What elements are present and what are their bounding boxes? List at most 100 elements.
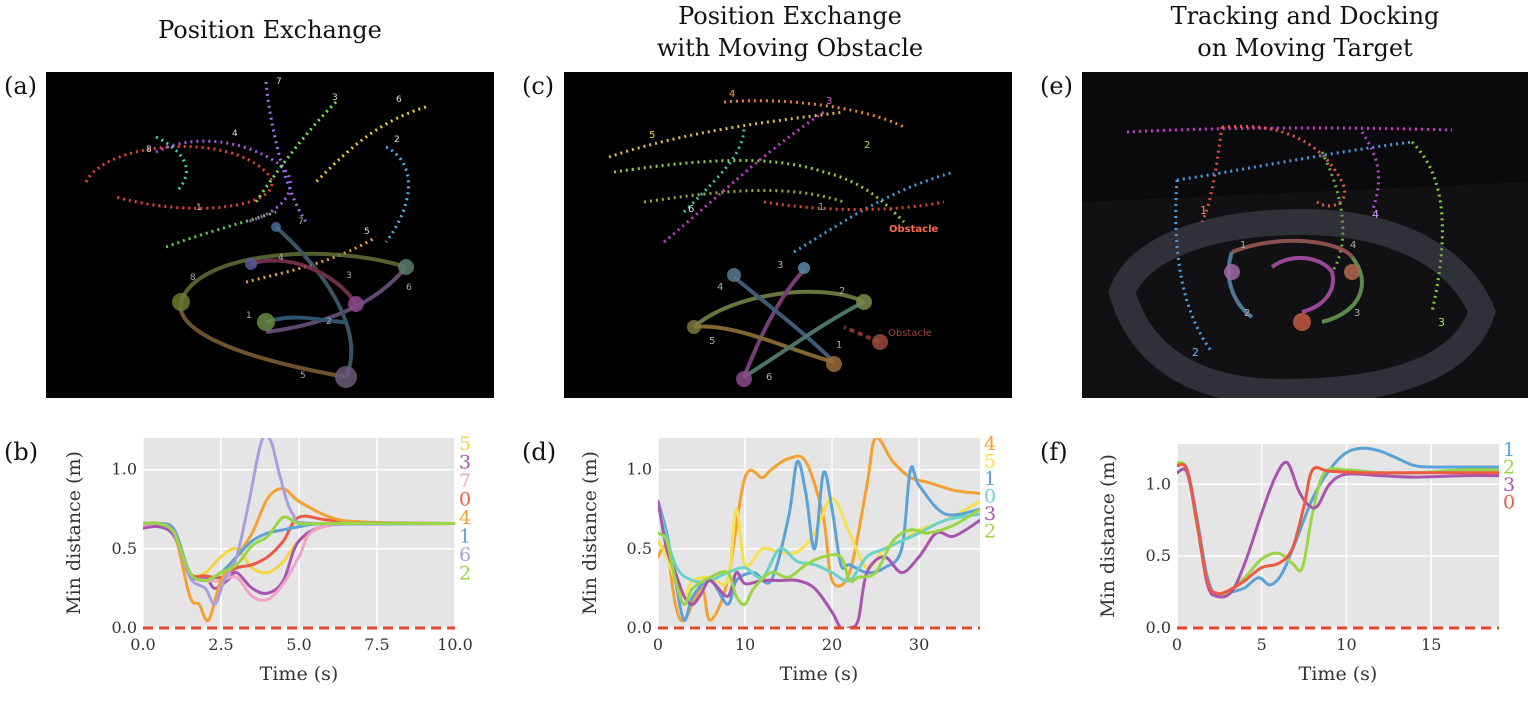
legend-label-4: 4 [459,507,471,529]
x-tick-label: 5.0 [286,635,311,654]
photo-c-diagram-4: 4 [717,282,723,293]
photo-moving-obstacle: 4 3 5 2 6 1 Obstacle 3 4 [564,72,1012,398]
photo-c-label-2: 2 [864,140,870,151]
photo-a-illustration: 8 4 7 3 6 2 1 5 7 8 [46,72,494,398]
photo-c-label-6: 6 [688,204,694,215]
panel-label-d: (d) [522,438,557,466]
y-tick-label: 1.0 [1146,474,1171,493]
photo-a-label-7: 7 [276,77,282,87]
x-tick-label: 10 [1336,635,1356,654]
y-tick-label: 1.0 [112,460,137,479]
x-tick-label: 5 [1257,635,1267,654]
photo-tracking-docking: 1 4 2 3 1 4 2 3 [1082,72,1528,398]
photo-e-diagram-1: 1 [1240,240,1246,251]
x-axis-label: Time (s) [1299,663,1378,685]
series-line-4 [658,438,980,623]
x-tick-label: 20 [822,635,842,654]
photo-a-label-8: 8 [146,145,152,155]
legend-label-3: 3 [984,503,996,525]
photo-a-label-5: 5 [364,227,370,237]
y-tick-label: 0.0 [627,618,652,637]
photo-c-illustration: 4 3 5 2 6 1 Obstacle 3 4 [564,72,1012,398]
x-tick-label: 10 [735,635,755,654]
column-title-2-line-2: with Moving Obstacle [656,34,924,62]
panel-label-a: (a) [4,72,38,100]
y-tick-label: 0.5 [627,539,652,558]
photo-a-label-3: 3 [332,93,338,103]
photo-a-diagram-6: 6 [406,283,412,293]
photo-a-label-6: 6 [396,95,402,105]
x-tick-label: 2.5 [208,635,233,654]
photo-e-label-4: 4 [1372,208,1379,221]
photo-a-diagram-4: 4 [278,253,284,263]
column-title-1-line-1: Position Exchange [158,16,382,44]
photo-c-label-1: 1 [818,202,824,213]
photo-e-label-1: 1 [1200,204,1207,217]
column-title-3-line-2: on Moving Target [1197,34,1413,62]
photo-a-diagram-5: 5 [300,371,306,381]
panel-label-e: (e) [1040,72,1073,100]
photo-c-diagram-5: 5 [709,336,715,347]
x-tick-label: 0.0 [130,635,155,654]
legend-label-2: 2 [984,521,996,543]
legend-label-2: 2 [1503,457,1515,479]
photo-a-label-1: 1 [196,203,202,213]
x-axis-label: Time (s) [780,663,859,685]
photo-c-obstacle-label: Obstacle [889,224,938,235]
y-tick-label: 0.0 [112,618,137,637]
photo-e-illustration: 1 4 2 3 1 4 2 3 [1082,72,1528,398]
y-tick-label: 0.0 [1146,618,1171,637]
panel-label-b: (b) [4,438,39,466]
series-line-1 [658,459,980,622]
series-line-2 [143,515,455,582]
plot-background [1177,444,1499,628]
photo-a-label-2: 2 [394,135,400,145]
photo-e-diagram-2: 2 [1244,308,1250,319]
photo-c-label-4: 4 [729,89,735,100]
photo-c-diagram-6: 6 [766,372,772,383]
x-tick-label: 30 [909,635,929,654]
photo-position-exchange: 8 4 7 3 6 2 1 5 7 8 [46,72,494,398]
photo-a-diagram-8: 8 [190,273,196,283]
y-tick-label: 0.5 [1146,546,1171,565]
legend-label-3: 3 [1503,474,1515,496]
photo-a-diagram-2: 2 [326,317,332,327]
legend-label-3: 3 [459,452,471,474]
legend-label-1: 1 [1503,439,1515,461]
column-title-2: Position Exchange with Moving Obstacle [620,0,960,64]
legend-label-0: 0 [984,486,996,508]
panel-label-f: (f) [1040,438,1068,466]
x-tick-label: 10.0 [437,635,473,654]
legend-label-6: 6 [459,544,471,566]
y-axis-label: Min distance (m) [1097,454,1119,618]
legend-label-7: 7 [459,470,471,492]
photo-c-label-3: 3 [826,96,832,107]
legend-label-0: 0 [459,489,471,511]
photo-c-diagram-3: 3 [777,260,783,271]
photo-c-diagram-obstacle: Obstacle [888,328,932,339]
photo-e-label-2: 2 [1192,346,1199,359]
x-tick-label: 15 [1421,635,1441,654]
series-line-3 [658,499,980,628]
column-title-3-line-1: Tracking and Docking [1170,2,1440,30]
series-group [143,438,455,623]
photo-a-label-4: 4 [232,129,238,139]
legend-label-1: 1 [459,526,471,548]
legend-label-1: 1 [984,468,996,490]
y-axis-label: Min distance (m) [63,451,85,615]
y-tick-label: 1.0 [627,460,652,479]
y-tick-label: 0.5 [112,539,137,558]
legend-label-4: 4 [984,433,996,455]
photo-a-diagram-3: 3 [346,271,352,281]
y-axis-label: Min distance (m) [579,451,601,615]
series-group [658,438,980,628]
photo-e-label-3: 3 [1438,316,1445,329]
legend-label-5: 5 [459,433,471,455]
column-title-1: Position Exchange [120,14,420,46]
x-tick-label: 7.5 [364,635,389,654]
photo-a-diagram-7: 7 [298,217,304,227]
photo-c-label-5: 5 [649,130,655,141]
